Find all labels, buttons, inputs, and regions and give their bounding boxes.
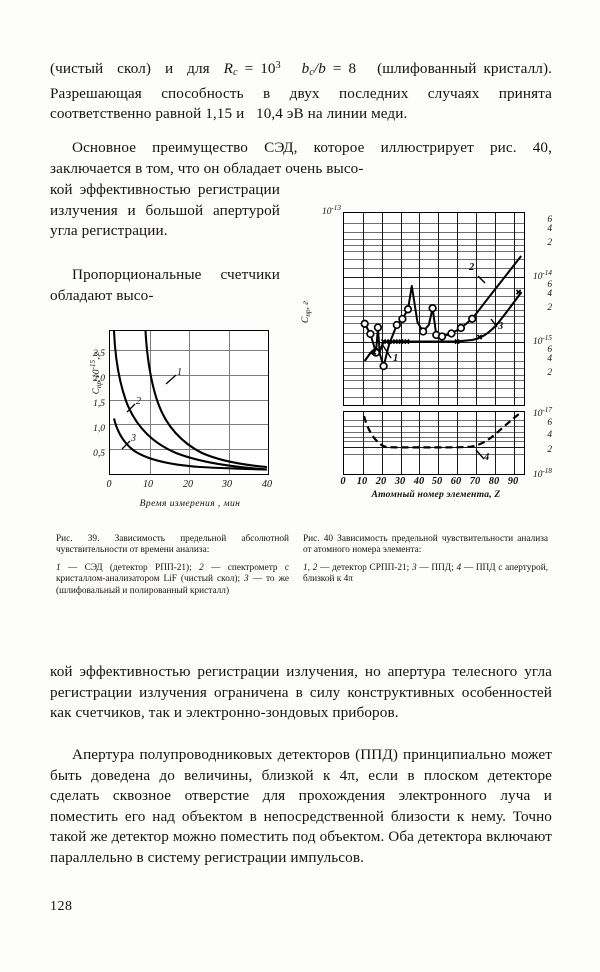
paragraph-narrow-1-text: кой эффективностью ре­гистрации излучени…	[50, 181, 280, 240]
fig40-y-axis-label: Cпр, г	[300, 300, 312, 324]
fig40-ytick-u3: 2	[547, 238, 552, 248]
paragraph-top-2-text: Основное преимущество СЭД, которое иллюс…	[50, 139, 552, 177]
paragraph-narrow-2: Пропорциональные счетчики обладают высо-	[50, 265, 280, 306]
fig40-xtick-3: 30	[394, 476, 406, 487]
fig40-ytick-u11: 2	[547, 368, 552, 378]
fig39-xtick-4: 40	[262, 479, 272, 490]
fig40-ytick-u1: 6	[547, 215, 552, 225]
fig39-x-axis-label: Время измерения , мин	[139, 498, 241, 509]
fig40-x-axis-label: Атомный номер элемента, Z	[371, 489, 501, 500]
figure-39-caption-title: Рис. 39. Зависимость предельной абсолютн…	[56, 534, 289, 556]
fig39-xtick-1: 10	[143, 479, 153, 490]
paragraph-top-1: (чистый скол) и для Rc = 103 bc/b = 8 (ш…	[50, 60, 552, 123]
figure-40-caption-title: Рис. 40 Зависимость предельной чувствите…	[303, 534, 548, 556]
fig40-ytick-u2: 4	[547, 224, 552, 234]
figure-40-caption: Рис. 40 Зависимость предельной чувствите…	[303, 534, 548, 586]
paragraph-bottom-1: кой эффективностью регистрации излучения…	[50, 662, 552, 724]
fig40-xtick-2: 20	[375, 476, 387, 487]
fig40-xtick-7: 70	[469, 476, 481, 487]
fig40-xtick-4: 40	[413, 476, 425, 487]
fig40-ytick-u8: 10-15	[533, 334, 552, 347]
figure-39: Cпр·10-15, г	[83, 322, 298, 517]
fig40-lower-panel: 4	[343, 411, 525, 475]
fig39-ytick-4: 2,5	[93, 349, 105, 359]
fig40-ytick-u4: 10-14	[533, 269, 552, 282]
fig40-xtick-0: 0	[340, 476, 346, 487]
paragraph-bottom-1-text: кой эффективностью регистрации излучения…	[50, 663, 552, 722]
fig40-ytick-u9: 6	[547, 345, 552, 355]
paragraph-top-2: Основное преимущество СЭД, которое иллюс…	[50, 138, 552, 179]
fig40-curve-label-3: 3	[498, 321, 504, 332]
paragraph-narrow-1: кой эффективностью ре­гистрации излучени…	[50, 180, 280, 242]
fig40-ytick-l0: 10-17	[533, 406, 552, 419]
fig39-curve-label-3: 3	[131, 433, 136, 444]
fig40-ytick-l3: 2	[547, 445, 552, 455]
figure-39-caption: Рис. 39. Зависимость предельной абсолютн…	[56, 534, 289, 597]
fig40-ytick-l1: 6	[547, 418, 552, 428]
fig39-leaders	[121, 374, 177, 450]
fig40-ytick-l2: 4	[547, 430, 552, 440]
fig40-lower-curve	[362, 413, 520, 460]
fig40-curve-label-2: 2	[469, 262, 475, 273]
fig40-upper-panel: 1 2 3	[343, 212, 525, 406]
fig40-ytick-top: 10-13	[322, 204, 341, 217]
fig39-ytick-2: 1,5	[93, 399, 105, 409]
fig39-ytick-3: 2,0	[93, 374, 105, 384]
fig40-xtick-1: 10	[356, 476, 368, 487]
fig40-ytick-u10: 4	[547, 354, 552, 364]
fig39-xtick-0: 0	[106, 479, 112, 490]
fig39-ytick-0: 0,5	[93, 449, 105, 459]
fig39-xtick-3: 30	[222, 479, 232, 490]
paragraph-bottom-2-text: Апертура полупроводниковых детекторов (П…	[50, 746, 552, 866]
paragraph-bottom-2: Апертура полупроводниковых детекторов (П…	[50, 745, 552, 869]
fig39-ytick-1: 1,0	[93, 424, 105, 434]
fig40-xtick-9: 90	[507, 476, 519, 487]
fig39-curve-label-1: 1	[177, 367, 182, 378]
fig40-curve-label-4: 4	[484, 452, 490, 463]
fig40-upper-curves	[360, 255, 523, 371]
fig40-ytick-l4: 10-18	[533, 467, 552, 480]
paragraph-top: (чистый скол) и для Rc = 103 bc/b = 8 (ш…	[50, 56, 552, 125]
figure-40-caption-legend: 1, 2 — детектор СРПП-21; 3 — ППД; 4 — ПП…	[303, 562, 548, 585]
fig40-xtick-6: 60	[450, 476, 462, 487]
fig40-curve-label-1: 1	[393, 353, 399, 364]
fig40-ytick-u7: 2	[547, 303, 552, 313]
fig39-plot-area: 1 2 3	[109, 330, 269, 475]
paragraph-narrow-2-text: Пропорциональные счетчики обладают высо-	[50, 266, 280, 304]
figure-39-caption-legend: 1 — СЭД (детектор РПП-21); 2 — спектроме…	[56, 562, 289, 596]
figure-40: Cпр, г 10-13	[296, 198, 554, 508]
fig39-curves	[112, 331, 267, 471]
fig40-xtick-8: 80	[488, 476, 500, 487]
fig40-xtick-5: 50	[431, 476, 443, 487]
fig39-xtick-2: 20	[183, 479, 193, 490]
fig40-ytick-u5: 6	[547, 280, 552, 290]
fig40-ytick-u6: 4	[547, 289, 552, 299]
fig39-curve-label-2: 2	[136, 396, 141, 407]
page-number: 128	[50, 899, 73, 914]
